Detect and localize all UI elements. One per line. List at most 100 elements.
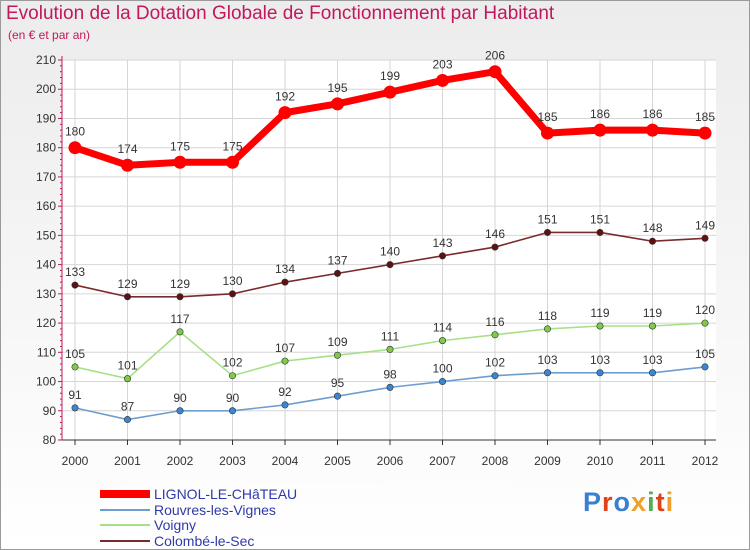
- data-point-colomb-le-sec: [333, 269, 341, 277]
- data-point-voigny: [438, 337, 446, 345]
- data-point-voigny: [543, 325, 551, 333]
- x-tick-label: 2010: [587, 454, 614, 468]
- data-point-rouvres-les-vignes: [596, 369, 604, 377]
- data-point-rouvres-les-vignes: [386, 383, 394, 391]
- data-label-voigny: 120: [695, 303, 715, 317]
- y-tick-label: 100: [36, 375, 56, 389]
- data-point-rouvres-les-vignes: [71, 404, 79, 412]
- x-tick-label: 2003: [219, 454, 246, 468]
- x-tick-label: 2011: [640, 454, 666, 468]
- x-tick-label: 2004: [272, 454, 299, 468]
- data-point-lignol-le-ch-teau: [488, 65, 502, 79]
- data-label-colomb-le-sec: 137: [327, 253, 347, 267]
- data-label-lignol-le-ch-teau: 199: [380, 69, 400, 83]
- data-point-voigny: [71, 363, 79, 371]
- data-point-lignol-le-ch-teau: [173, 155, 187, 169]
- data-label-voigny: 116: [485, 315, 504, 329]
- data-label-rouvres-les-vignes: 103: [537, 353, 557, 367]
- x-tick-label: 2001: [114, 454, 141, 468]
- y-tick-label: 160: [36, 199, 56, 213]
- data-label-voigny: 111: [381, 329, 400, 343]
- data-label-lignol-le-ch-teau: 192: [275, 90, 295, 104]
- data-point-voigny: [596, 322, 604, 330]
- data-label-colomb-le-sec: 146: [485, 227, 505, 241]
- data-label-lignol-le-ch-teau: 203: [432, 57, 452, 71]
- data-point-colomb-le-sec: [701, 234, 709, 242]
- data-point-colomb-le-sec: [648, 237, 656, 245]
- data-label-lignol-le-ch-teau: 186: [590, 107, 610, 121]
- data-point-lignol-le-ch-teau: [68, 141, 82, 155]
- data-label-colomb-le-sec: 149: [695, 218, 715, 232]
- x-tick-label: 2005: [324, 454, 351, 468]
- y-tick-label: 200: [36, 82, 56, 96]
- data-label-colomb-le-sec: 130: [222, 274, 242, 288]
- y-tick-label: 130: [36, 287, 56, 301]
- data-label-voigny: 117: [170, 312, 189, 326]
- x-tick-label: 2000: [62, 454, 89, 468]
- data-label-lignol-le-ch-teau: 175: [170, 139, 190, 153]
- data-point-lignol-le-ch-teau: [331, 97, 344, 111]
- data-point-voigny: [491, 331, 499, 339]
- data-point-rouvres-les-vignes: [229, 407, 237, 415]
- data-point-lignol-le-ch-teau: [121, 158, 134, 172]
- data-label-colomb-le-sec: 143: [432, 236, 452, 250]
- legend-label: Rouvres-les-Vignes: [154, 501, 276, 518]
- data-point-colomb-le-sec: [543, 228, 551, 236]
- data-label-lignol-le-ch-teau: 206: [485, 49, 505, 63]
- data-point-colomb-le-sec: [124, 293, 132, 301]
- data-label-lignol-le-ch-teau: 186: [642, 107, 662, 121]
- data-label-lignol-le-ch-teau: 195: [327, 81, 347, 95]
- y-tick-label: 180: [36, 141, 56, 155]
- data-label-lignol-le-ch-teau: 174: [117, 142, 137, 156]
- data-point-voigny: [701, 319, 709, 327]
- data-point-lignol-le-ch-teau: [226, 155, 239, 169]
- data-label-voigny: 119: [643, 306, 662, 320]
- data-label-colomb-le-sec: 133: [65, 265, 85, 279]
- data-point-rouvres-les-vignes: [176, 407, 184, 415]
- data-point-lignol-le-ch-teau: [383, 85, 397, 99]
- data-point-colomb-le-sec: [71, 281, 79, 289]
- data-point-colomb-le-sec: [281, 278, 289, 286]
- data-label-voigny: 109: [327, 335, 347, 349]
- data-point-voigny: [176, 328, 184, 336]
- data-label-rouvres-les-vignes: 90: [226, 391, 240, 405]
- legend-label: Colombé-le-Sec: [154, 532, 255, 549]
- data-label-colomb-le-sec: 134: [275, 262, 295, 276]
- data-point-rouvres-les-vignes: [648, 369, 656, 377]
- data-label-colomb-le-sec: 151: [590, 212, 610, 226]
- data-point-lignol-le-ch-teau: [646, 123, 659, 137]
- legend-label: Voigny: [154, 517, 197, 533]
- data-label-lignol-le-ch-teau: 175: [222, 139, 242, 153]
- data-label-voigny: 114: [433, 321, 452, 335]
- data-label-rouvres-les-vignes: 98: [383, 367, 397, 381]
- y-tick-label: 170: [36, 170, 56, 184]
- data-label-colomb-le-sec: 148: [642, 221, 662, 235]
- data-point-rouvres-les-vignes: [543, 369, 551, 377]
- x-tick-label: 2012: [692, 454, 719, 468]
- y-tick-label: 210: [36, 53, 56, 67]
- data-point-voigny: [648, 322, 656, 330]
- chart-title: Evolution de la Dotation Globale de Fonc…: [6, 3, 555, 24]
- data-point-lignol-le-ch-teau: [698, 126, 712, 140]
- data-label-rouvres-les-vignes: 103: [590, 353, 610, 367]
- data-label-voigny: 102: [222, 356, 242, 370]
- data-label-voigny: 101: [117, 359, 137, 373]
- data-label-lignol-le-ch-teau: 185: [537, 110, 557, 124]
- data-point-rouvres-les-vignes: [124, 416, 132, 424]
- data-label-rouvres-les-vignes: 105: [695, 347, 715, 361]
- legend-swatch: [100, 490, 150, 498]
- data-label-rouvres-les-vignes: 87: [121, 400, 135, 414]
- legend-swatch: [100, 508, 150, 511]
- data-label-voigny: 119: [590, 306, 609, 320]
- data-label-lignol-le-ch-teau: 185: [695, 110, 715, 124]
- data-point-rouvres-les-vignes: [438, 378, 446, 386]
- y-tick-label: 110: [37, 345, 56, 359]
- data-label-voigny: 107: [275, 341, 295, 355]
- data-point-lignol-le-ch-teau: [278, 106, 292, 120]
- data-point-rouvres-les-vignes: [333, 392, 341, 400]
- data-label-colomb-le-sec: 129: [170, 277, 190, 291]
- data-label-rouvres-les-vignes: 92: [278, 385, 292, 399]
- data-label-voigny: 118: [538, 309, 557, 323]
- x-tick-label: 2008: [482, 454, 509, 468]
